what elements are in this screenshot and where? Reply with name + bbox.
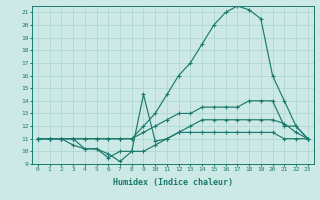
X-axis label: Humidex (Indice chaleur): Humidex (Indice chaleur) bbox=[113, 178, 233, 187]
